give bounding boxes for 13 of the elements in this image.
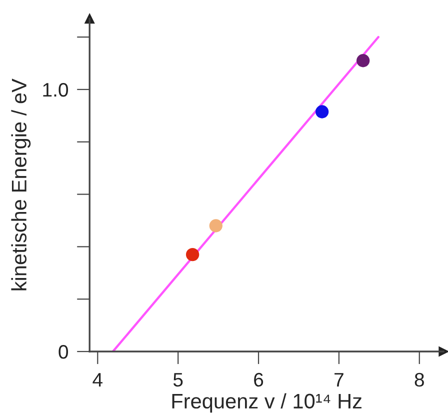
point (209, 219, 222, 232)
point (356, 54, 370, 68)
x-tick-label: 8 (414, 372, 424, 387)
x-tick-label: 5 (173, 373, 183, 387)
point (315, 105, 329, 118)
y-tick-label: 1.0 (43, 82, 68, 97)
y-tick-label: 0 (58, 344, 68, 359)
point (186, 248, 200, 262)
x-tick-label: 7 (334, 373, 344, 386)
y-axis-title: kinetische Energie / eV (11, 78, 31, 290)
x-axis-title: Frequenz v / 10¹⁴ Hz (172, 393, 362, 413)
x-tick-label: 4 (92, 373, 102, 386)
x-tick-label: 6 (254, 372, 264, 387)
